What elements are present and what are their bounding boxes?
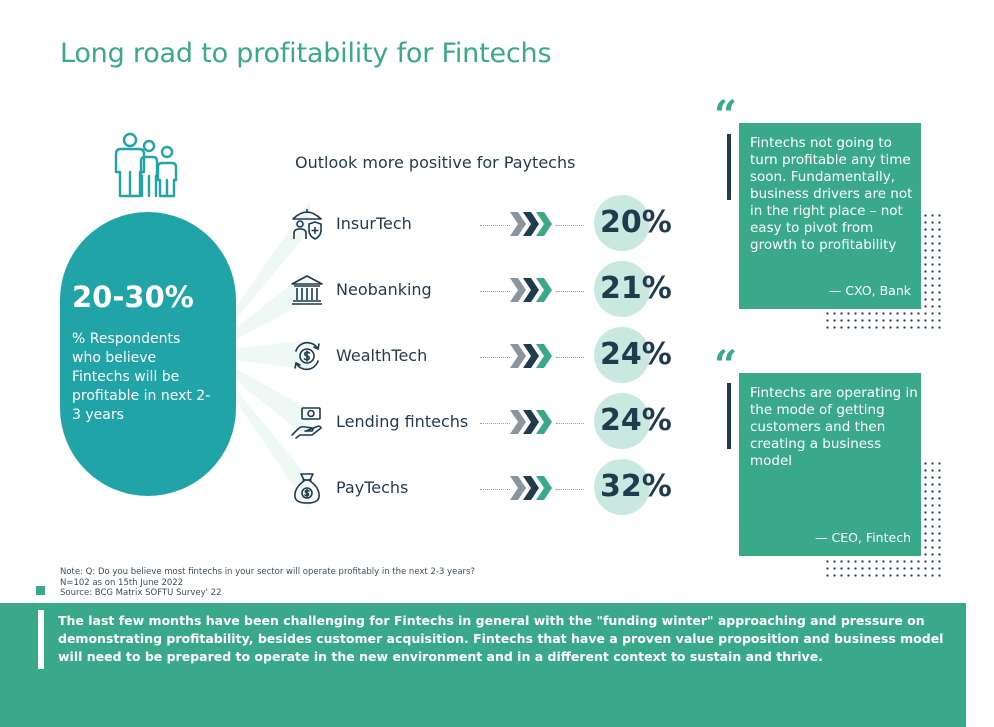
quote-box: Fintechs are operating in the mode of ge…	[739, 373, 921, 556]
dotted-leader	[480, 423, 510, 424]
dotted-leader	[556, 291, 584, 292]
stat-pill	[60, 212, 236, 496]
dotted-leader	[480, 357, 510, 358]
summary-banner	[0, 603, 966, 727]
money-bag-icon	[294, 473, 320, 504]
quote-author: — CEO, Fintech	[815, 530, 911, 545]
stat-description: % Respondents who believe Fintechs will …	[72, 331, 211, 423]
dotted-leader	[556, 225, 584, 226]
segment-label: Lending fintechs	[336, 412, 469, 431]
segment-label: Neobanking	[336, 280, 432, 299]
quote-mark-icon: “	[714, 342, 738, 389]
segment-value: 21%	[600, 271, 672, 306]
dotted-leader	[556, 423, 584, 424]
segment-row-wealthtech: WealthTech 24%	[290, 325, 690, 385]
quote-accent-bar	[727, 383, 731, 449]
footnote-source: Source: BCG Matrix SOFTU Survey' 22	[60, 588, 222, 598]
chevron-arrows-icon	[510, 344, 552, 368]
dotted-leader	[556, 357, 584, 358]
outlook-heading: Outlook more positive for Paytechs	[295, 153, 576, 172]
accent-square	[36, 586, 45, 595]
segment-row-paytechs: PayTechs 32%	[290, 457, 690, 517]
hand-money-icon	[291, 407, 322, 439]
quote-accent-bar	[727, 134, 731, 200]
segment-row-neobanking: Neobanking 21%	[290, 259, 690, 319]
people-icon	[114, 132, 178, 198]
footnote-question: Note: Q: Do you believe most fintechs in…	[60, 567, 475, 577]
chevron-arrows-icon	[510, 278, 552, 302]
banner-text: The last few months have been challengin…	[58, 613, 944, 664]
quote-text: Fintechs not going to turn profitable an…	[750, 135, 913, 253]
chevron-arrows-icon	[510, 476, 552, 500]
segment-value: 20%	[600, 205, 672, 240]
value-circle	[594, 195, 650, 251]
umbrella-shield-icon	[292, 209, 322, 240]
value-circle	[594, 261, 650, 317]
segment-value: 24%	[600, 403, 672, 438]
page-title: Long road to profitability for Fintechs	[60, 38, 552, 69]
footnote-sample: N=102 as on 15th June 2022	[60, 577, 184, 588]
value-circle	[594, 327, 650, 383]
segment-label: InsurTech	[336, 214, 412, 233]
value-circle	[594, 393, 650, 449]
quote-author: — CXO, Bank	[828, 283, 911, 298]
segment-row-lending: Lending fintechs 24%	[290, 391, 690, 451]
banner-accent-bar	[38, 610, 44, 669]
fan-connector	[220, 200, 310, 510]
quote-box: Fintechs not going to turn profitable an…	[739, 123, 921, 309]
dotted-leader	[480, 489, 510, 490]
quote-text: Fintechs are operating in the mode of ge…	[750, 385, 918, 469]
value-circle	[594, 459, 650, 515]
quote-mark-icon: “	[714, 92, 738, 139]
coin-cycle-icon	[294, 341, 320, 371]
footnote: Note: Q: Do you believe most fintechs in…	[60, 567, 475, 599]
dotted-leader	[480, 225, 510, 226]
segment-value: 24%	[600, 337, 672, 372]
segment-label: PayTechs	[336, 478, 409, 497]
dotted-leader	[480, 291, 510, 292]
chevron-arrows-icon	[510, 410, 552, 434]
chevron-arrows-icon	[510, 212, 552, 236]
bank-icon	[291, 275, 323, 305]
segment-label: WealthTech	[336, 346, 428, 365]
segment-value: 32%	[600, 469, 672, 504]
dotted-leader	[556, 489, 584, 490]
segment-row-insurtech: InsurTech 20%	[290, 193, 690, 253]
big-stat: 20-30%	[72, 280, 194, 314]
